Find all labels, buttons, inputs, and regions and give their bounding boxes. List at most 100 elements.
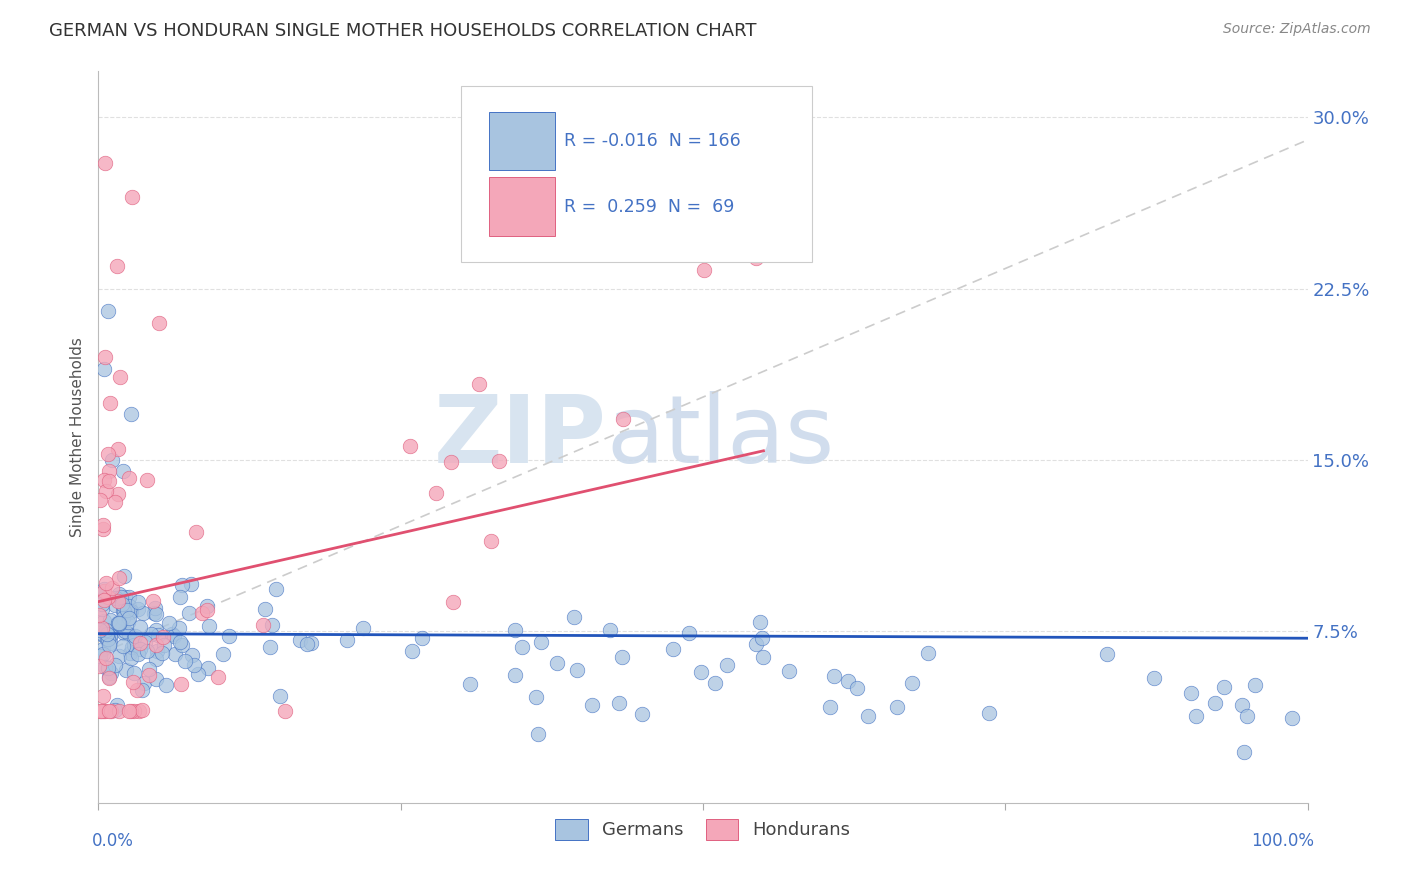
Point (1213, 680, 1236, 694)
Point (160, 627, 183, 641)
Point (97, 638, 120, 652)
Point (115, 603, 138, 617)
Point (136, 644, 159, 658)
Point (98, 474, 121, 488)
Point (704, 676, 727, 690)
Point (103, 703, 125, 717)
Point (259, 640, 281, 655)
Point (145, 623, 167, 637)
Point (114, 624, 136, 638)
Point (145, 644, 167, 658)
Point (108, 705, 131, 719)
Point (97, 304, 120, 318)
Point (107, 442, 129, 456)
Point (91, 689, 114, 703)
Point (120, 605, 142, 619)
Point (157, 615, 180, 630)
Point (212, 648, 235, 662)
Point (336, 633, 359, 648)
Point (124, 705, 146, 719)
Point (163, 647, 186, 661)
Point (352, 621, 374, 635)
Point (107, 615, 129, 630)
Point (104, 658, 127, 673)
Point (93, 583, 115, 598)
Point (195, 599, 218, 614)
Point (172, 578, 194, 592)
Point (845, 681, 868, 696)
Point (1236, 709, 1258, 723)
Point (752, 650, 775, 665)
Point (111, 597, 134, 611)
Point (1232, 698, 1254, 712)
Point (91, 642, 114, 657)
Y-axis label: Single Mother Households: Single Mother Households (70, 337, 86, 537)
Point (108, 617, 131, 632)
Point (510, 640, 533, 654)
Point (108, 369, 131, 384)
Point (93, 582, 115, 597)
Point (503, 623, 526, 637)
Point (399, 439, 422, 453)
Point (526, 690, 548, 705)
Point (612, 412, 634, 426)
Point (128, 620, 150, 634)
Point (253, 602, 276, 616)
Point (96, 650, 118, 665)
Point (111, 639, 134, 653)
Point (138, 668, 160, 682)
Point (89, 648, 111, 663)
Point (153, 638, 176, 652)
FancyBboxPatch shape (461, 86, 811, 261)
Point (155, 678, 177, 692)
Point (100, 705, 122, 719)
Point (121, 190, 143, 204)
Point (124, 629, 146, 643)
Point (1184, 709, 1206, 723)
Point (218, 629, 240, 643)
Point (411, 631, 433, 645)
Text: 0.0%: 0.0% (93, 832, 134, 850)
Text: atlas: atlas (606, 391, 835, 483)
Point (98, 396, 121, 410)
Point (631, 706, 654, 721)
Point (581, 698, 603, 713)
Point (125, 683, 148, 698)
Point (295, 637, 318, 651)
Point (120, 407, 142, 421)
Point (198, 619, 221, 633)
Point (173, 654, 195, 668)
Point (107, 487, 129, 501)
Text: GERMAN VS HONDURAN SINGLE MOTHER HOUSEHOLDS CORRELATION CHART: GERMAN VS HONDURAN SINGLE MOTHER HOUSEHO… (49, 22, 756, 40)
Point (90, 621, 112, 635)
Point (132, 676, 155, 690)
Point (1281, 711, 1303, 725)
Point (112, 626, 135, 640)
Point (177, 606, 200, 620)
Point (97, 632, 120, 646)
Point (108, 649, 131, 664)
Point (93, 155, 115, 169)
Point (93, 593, 115, 607)
Point (186, 525, 208, 540)
Point (118, 627, 141, 641)
Point (818, 699, 841, 714)
Point (145, 638, 167, 652)
Point (93, 517, 115, 532)
Point (145, 607, 167, 621)
Point (837, 673, 859, 688)
Point (917, 646, 939, 660)
Point (115, 663, 138, 677)
Point (749, 615, 772, 629)
Point (91, 521, 114, 535)
Point (901, 676, 924, 690)
Legend: Germans, Hondurans: Germans, Hondurans (547, 810, 859, 848)
Point (94, 484, 117, 499)
Point (111, 610, 134, 624)
Point (98, 613, 121, 627)
Point (599, 623, 621, 637)
Point (121, 640, 143, 655)
Point (441, 595, 464, 609)
Point (170, 677, 193, 691)
Point (117, 471, 139, 485)
